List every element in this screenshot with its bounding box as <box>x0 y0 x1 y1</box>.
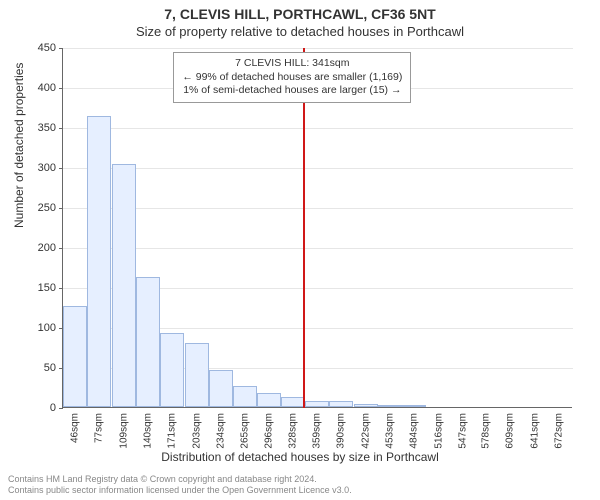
footer-attribution: Contains HM Land Registry data © Crown c… <box>8 474 352 496</box>
xtick-label: 359sqm <box>312 413 323 449</box>
xtick-label: 203sqm <box>191 413 202 449</box>
xtick-label: 516sqm <box>433 413 444 449</box>
xtick-label: 672sqm <box>554 413 565 449</box>
annotation-box: 7 CLEVIS HILL: 341sqm← 99% of detached h… <box>173 52 411 103</box>
histogram-bar <box>63 306 87 407</box>
xtick-label: 484sqm <box>408 413 419 449</box>
ytick-label: 0 <box>16 402 56 414</box>
grid-line <box>63 208 573 209</box>
annotation-line3: 1% of semi-detached houses are larger (1… <box>182 84 402 98</box>
histogram-bar <box>257 393 281 407</box>
ytick-mark <box>59 288 63 289</box>
histogram-bar <box>112 164 136 407</box>
xtick-label: 109sqm <box>119 413 130 449</box>
xtick-label: 296sqm <box>263 413 274 449</box>
grid-line <box>63 128 573 129</box>
xtick-label: 171sqm <box>166 413 177 449</box>
xtick-label: 265sqm <box>239 413 250 449</box>
x-axis-label: Distribution of detached houses by size … <box>0 450 600 464</box>
ytick-label: 300 <box>16 162 56 174</box>
ytick-mark <box>59 408 63 409</box>
chart-container: 7, CLEVIS HILL, PORTHCAWL, CF36 5NT Size… <box>0 0 600 500</box>
ytick-mark <box>59 88 63 89</box>
histogram-bar <box>87 116 111 407</box>
histogram-bar <box>233 386 257 407</box>
ytick-mark <box>59 48 63 49</box>
annotation-line1: 7 CLEVIS HILL: 341sqm <box>182 57 402 71</box>
xtick-label: 46sqm <box>70 413 81 443</box>
grid-line <box>63 168 573 169</box>
plot-area: 05010015020025030035040045046sqm77sqm109… <box>62 48 572 408</box>
histogram-bar <box>354 404 378 407</box>
xtick-label: 578sqm <box>481 413 492 449</box>
ytick-label: 150 <box>16 282 56 294</box>
xtick-label: 77sqm <box>94 413 105 443</box>
ytick-mark <box>59 208 63 209</box>
histogram-bar <box>160 333 184 407</box>
xtick-label: 609sqm <box>505 413 516 449</box>
ytick-mark <box>59 128 63 129</box>
footer-line1: Contains HM Land Registry data © Crown c… <box>8 474 352 485</box>
title-subtitle: Size of property relative to detached ho… <box>0 22 600 39</box>
xtick-label: 140sqm <box>143 413 154 449</box>
xtick-label: 234sqm <box>215 413 226 449</box>
title-address: 7, CLEVIS HILL, PORTHCAWL, CF36 5NT <box>0 0 600 22</box>
histogram-bar <box>281 397 305 407</box>
plot: 05010015020025030035040045046sqm77sqm109… <box>62 48 572 408</box>
histogram-bar <box>185 343 209 407</box>
footer-line2: Contains public sector information licen… <box>8 485 352 496</box>
ytick-label: 450 <box>16 42 56 54</box>
xtick-label: 547sqm <box>457 413 468 449</box>
histogram-bar <box>402 405 426 407</box>
ytick-label: 200 <box>16 242 56 254</box>
histogram-bar <box>378 405 402 407</box>
histogram-bar <box>329 401 353 407</box>
xtick-label: 453sqm <box>384 413 395 449</box>
xtick-label: 328sqm <box>288 413 299 449</box>
grid-line <box>63 48 573 49</box>
ytick-mark <box>59 168 63 169</box>
histogram-bar <box>209 370 233 407</box>
xtick-label: 390sqm <box>336 413 347 449</box>
ytick-mark <box>59 248 63 249</box>
histogram-bar <box>136 277 160 407</box>
ytick-label: 400 <box>16 82 56 94</box>
grid-line <box>63 248 573 249</box>
histogram-bar <box>305 401 329 407</box>
ytick-label: 100 <box>16 322 56 334</box>
xtick-label: 641sqm <box>530 413 541 449</box>
ytick-label: 250 <box>16 202 56 214</box>
xtick-label: 422sqm <box>360 413 371 449</box>
ytick-label: 350 <box>16 122 56 134</box>
ytick-label: 50 <box>16 362 56 374</box>
annotation-line2: ← 99% of detached houses are smaller (1,… <box>182 71 402 85</box>
